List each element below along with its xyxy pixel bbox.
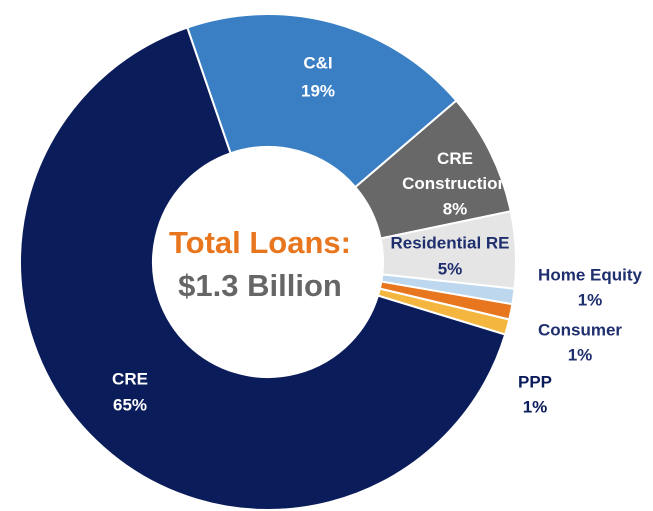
slice-label: CRE	[112, 369, 148, 388]
slice-value-label: 1%	[523, 397, 548, 416]
slice-value-label: 65%	[113, 395, 147, 414]
slice-label: PPP	[518, 372, 552, 391]
slice-value-label: 1%	[568, 345, 593, 364]
chart-title: Total Loans:	[169, 225, 351, 260]
slice-label: C&I	[303, 53, 332, 72]
slice-label: Consumer	[538, 320, 622, 339]
slice	[19, 26, 507, 511]
slice-label: Residential RE	[390, 233, 509, 252]
slice-value-label: 19%	[301, 81, 335, 100]
slice	[185, 13, 458, 189]
slice-value-label: 5%	[438, 259, 463, 278]
slice-value-label: 1%	[578, 290, 603, 309]
chart-subtitle: $1.3 Billion	[178, 268, 342, 303]
slice-label: Home Equity	[538, 265, 642, 284]
slice-label: CRE Construction	[402, 149, 508, 193]
slice-value-label: 8%	[443, 199, 468, 218]
slices	[19, 13, 517, 511]
